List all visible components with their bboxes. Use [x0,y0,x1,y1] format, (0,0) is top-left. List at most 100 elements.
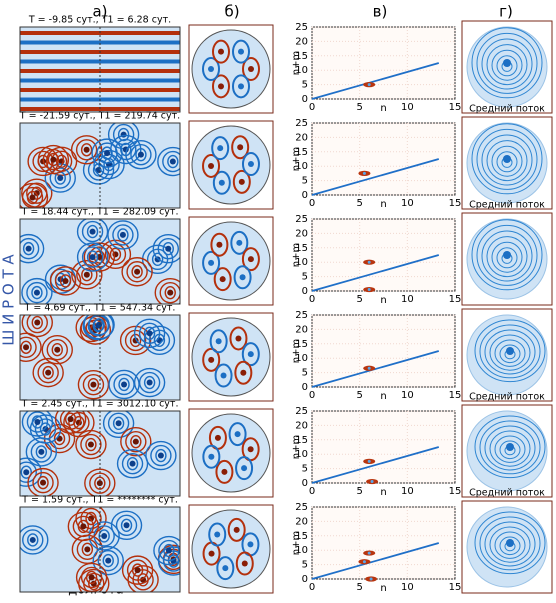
contour [216,556,235,581]
core [67,416,74,423]
series-line [311,158,440,196]
contour [93,318,105,332]
x-axis-label: n [380,487,386,498]
contour [241,152,260,177]
core [84,546,91,553]
series-line [311,254,440,292]
contour [232,169,251,194]
contour [85,570,98,585]
y-tick-label: 15 [295,531,308,542]
core [29,194,36,201]
x-tick-label: 5 [356,390,362,401]
contour [37,475,49,490]
field [20,507,180,592]
series-line [311,62,440,100]
y-tick-label: 25 [295,22,308,33]
stripe [20,59,180,64]
contour [84,468,116,496]
contour [71,260,103,290]
row-label: T = -9.85 сут., T1 = 6.28 сут. [28,15,171,26]
x-axis-label: n [380,295,386,306]
frame [19,218,181,305]
contour [162,150,180,173]
flow-contour [484,425,536,471]
contour [115,514,138,537]
contour [163,543,175,558]
frame [19,122,181,209]
contour [26,190,39,205]
row-label: T = 18.44 сут., T1 = 282.09 сут. [21,207,179,218]
flow-contour [481,134,533,186]
contour [51,343,63,357]
contour [110,510,143,541]
contour [214,363,233,388]
contour [22,529,44,551]
core [241,465,248,472]
flow-contour [491,241,523,273]
contour [158,539,180,562]
contour [76,219,109,247]
contour [212,39,230,64]
y-tick-label: 10 [295,353,308,364]
y-tick-label: 25 [295,118,308,129]
contour [82,373,105,396]
stripe [20,88,180,92]
core [54,346,61,353]
contour [77,519,90,534]
core [167,289,174,296]
flow-core [503,155,511,163]
y-axis-label: n+m [291,339,302,363]
col-header: а) [92,3,107,21]
contour [235,551,254,576]
contour [20,465,32,479]
contour [131,563,144,577]
field [20,123,180,208]
contour [54,411,87,434]
contour [102,553,114,568]
y-tick-label: 0 [302,478,308,489]
contour [20,182,49,208]
mean-flow-label: Средний поток [469,392,545,403]
plot-bg [311,314,456,388]
contour [87,315,109,337]
contour [49,167,71,189]
core [220,372,227,379]
flow-contour [489,334,531,371]
core [238,48,244,55]
contour [235,456,254,481]
contour [20,340,32,354]
core [218,179,225,186]
spot-core [362,171,366,175]
core [29,536,36,543]
contour [121,257,153,287]
flow-core [503,251,511,259]
contour [130,143,152,166]
contour [229,326,248,351]
contour [120,518,133,533]
core [23,469,30,476]
contour [133,367,166,398]
contour [35,445,48,459]
contour [82,315,114,341]
col-header: б) [224,3,239,21]
y-tick-label: 20 [295,420,308,431]
frame [19,506,181,593]
flow-contour [481,230,533,282]
core [248,66,254,72]
core [247,541,254,548]
field [20,27,180,112]
core [214,434,221,441]
core [214,531,221,538]
contour [213,267,232,292]
core [219,276,226,283]
contour [89,472,111,494]
contour [26,411,49,433]
y-tick-label: 20 [295,228,308,239]
flow-contour [496,151,518,173]
contour [21,411,54,437]
flow-contour [471,219,543,291]
y-tick-label: 15 [295,147,308,158]
x-tick-label: 0 [309,294,315,305]
y-tick-label: 15 [295,243,308,254]
field-panel [19,218,181,305]
